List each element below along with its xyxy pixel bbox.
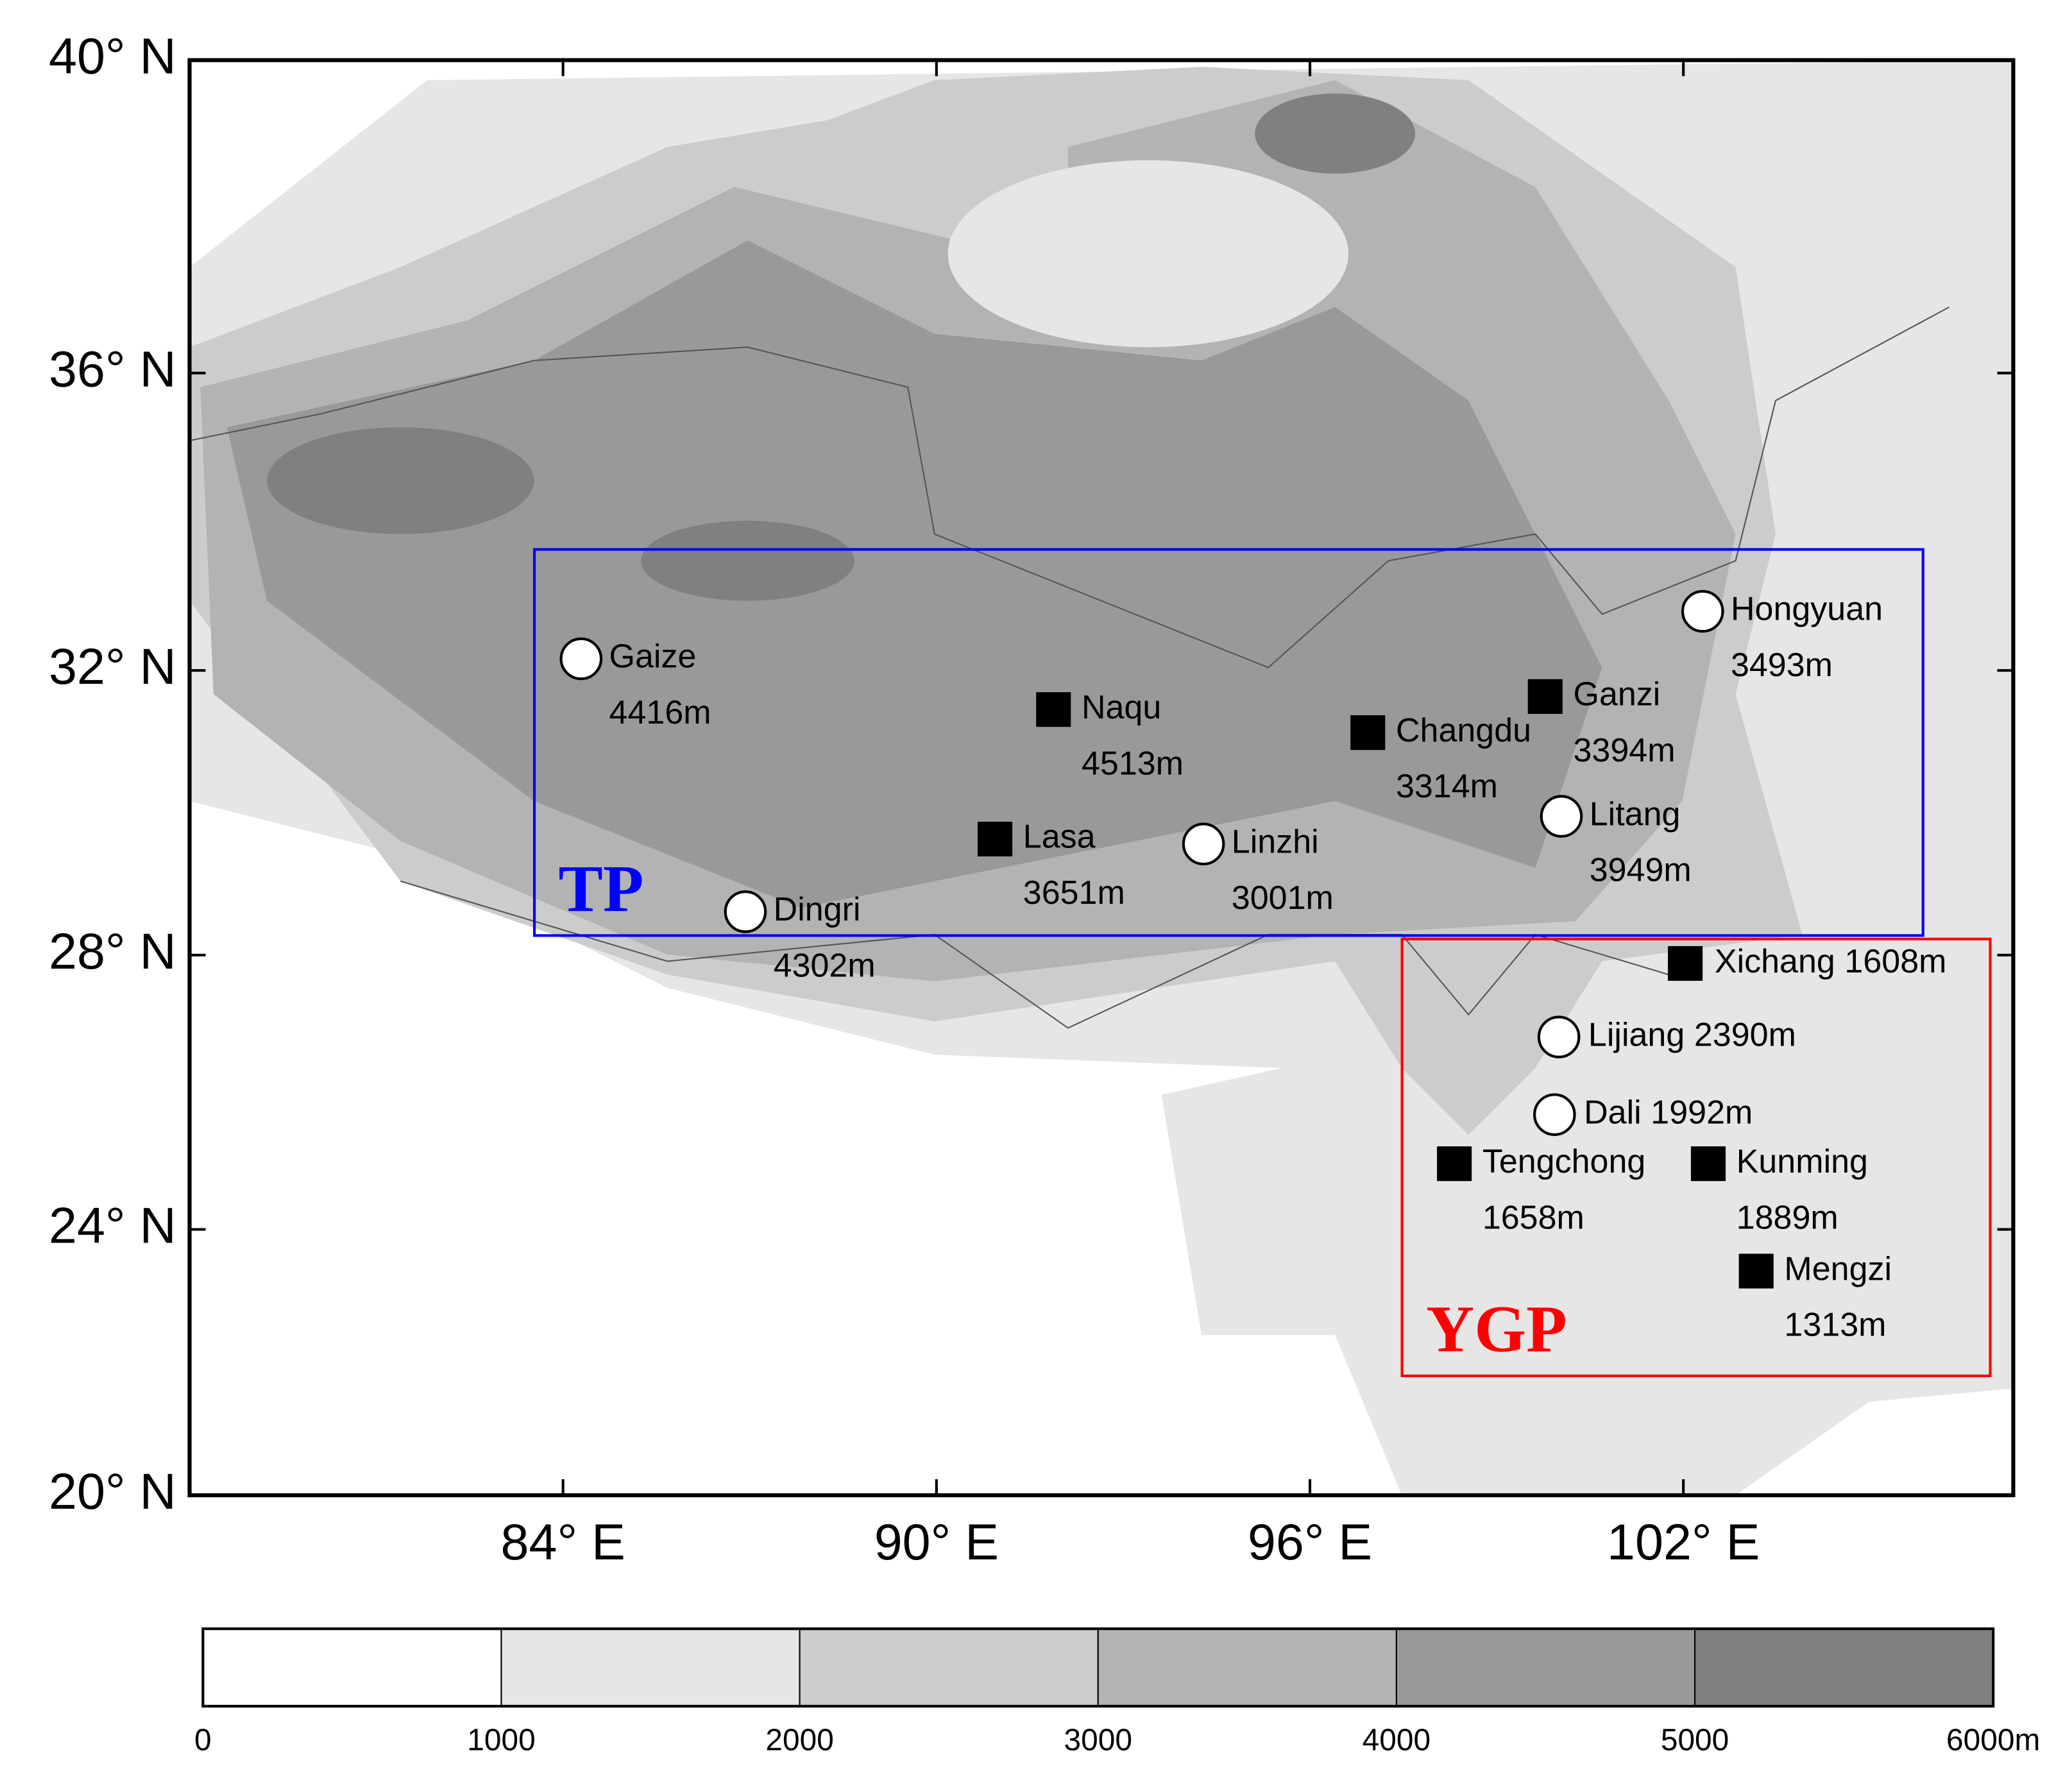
station-elevation: 3394m xyxy=(1573,732,1675,769)
colorbar-segment xyxy=(799,1628,1099,1707)
station-elevation: 1608m xyxy=(1844,943,1946,980)
y-tick-label: 28° N xyxy=(49,922,176,980)
station-elevation: 3493m xyxy=(1731,647,1833,684)
station-marker xyxy=(1350,715,1386,751)
station-name: Hongyuan xyxy=(1731,591,1883,628)
colorbar-segment xyxy=(1694,1628,1994,1707)
station-marker xyxy=(1738,1253,1774,1289)
x-tick-label: 84° E xyxy=(501,1513,625,1570)
station-elevation: 1992m xyxy=(1651,1094,1753,1131)
terrain xyxy=(189,60,2014,1496)
station-elevation: 1889m xyxy=(1737,1199,1838,1236)
station-elevation: 1658m xyxy=(1482,1199,1584,1236)
station-elevation: 3314m xyxy=(1396,768,1498,805)
terrain-5000 xyxy=(267,427,534,534)
y-tick-label: 24° N xyxy=(49,1196,176,1253)
colorbar-frame xyxy=(201,1627,1995,1708)
colorbar-label: 3000 xyxy=(1064,1724,1132,1758)
station-marker xyxy=(1690,1146,1726,1182)
colorbar-label: 5000 xyxy=(1661,1724,1729,1758)
colorbar-label: 6000m xyxy=(1946,1724,2040,1758)
station-marker xyxy=(1537,1015,1581,1058)
station-marker xyxy=(1182,822,1225,866)
x-tick-label: 90° E xyxy=(874,1513,999,1570)
basin xyxy=(947,160,1348,348)
colorbar-segment xyxy=(1097,1628,1397,1707)
terrain-4000 xyxy=(226,240,1602,908)
colorbar-segment xyxy=(500,1628,801,1707)
x-tick-label: 96° E xyxy=(1248,1513,1372,1570)
region-box xyxy=(1400,937,1992,1377)
station-name: Tengchong xyxy=(1482,1143,1646,1180)
station-label: Xichang 1608m xyxy=(1715,943,1947,980)
station-name: Kunming xyxy=(1737,1143,1868,1180)
region-box xyxy=(532,548,1924,937)
border xyxy=(189,306,1950,668)
station-name: Ganzi xyxy=(1573,676,1660,713)
x-tick-label: 102° E xyxy=(1607,1513,1760,1570)
station-marker xyxy=(724,890,767,933)
station-name: Gaize xyxy=(609,638,697,675)
station-marker xyxy=(559,637,603,681)
colorbar-label: 4000 xyxy=(1363,1724,1431,1758)
station-label: Lijiang 2390m xyxy=(1588,1016,1796,1053)
station-marker xyxy=(1681,590,1724,633)
station-name: Changdu xyxy=(1396,712,1531,749)
region-label: YGP xyxy=(1426,1291,1567,1366)
plot-frame xyxy=(187,58,2016,1498)
station-marker xyxy=(1527,679,1563,714)
station-marker xyxy=(978,821,1013,857)
terrain-5000 xyxy=(640,520,854,601)
station-marker xyxy=(1437,1146,1472,1182)
station-name: Naqu xyxy=(1082,689,1161,726)
station-elevation: 1313m xyxy=(1784,1307,1886,1344)
station-name: Linzhi xyxy=(1232,823,1319,860)
station-name: Lijiang xyxy=(1588,1016,1685,1053)
colorbar-segment xyxy=(1395,1628,1696,1707)
station-elevation: 3651m xyxy=(1023,874,1125,912)
region-label: TP xyxy=(559,851,644,926)
colorbar-label: 0 xyxy=(194,1724,212,1758)
colorbar-segment xyxy=(202,1628,502,1707)
station-name: Dali xyxy=(1584,1094,1642,1131)
station-elevation: 3949m xyxy=(1590,852,1692,889)
station-marker xyxy=(1540,795,1583,838)
station-marker xyxy=(1036,692,1071,727)
station-elevation: 4416m xyxy=(609,694,711,731)
station-marker xyxy=(1668,946,1703,981)
y-tick-label: 40° N xyxy=(49,28,176,85)
station-elevation: 4302m xyxy=(774,947,876,984)
colorbar-label: 1000 xyxy=(467,1724,535,1758)
station-name: Mengzi xyxy=(1784,1250,1892,1287)
terrain-5000 xyxy=(1255,93,1416,174)
station-elevation: 3001m xyxy=(1232,879,1334,917)
station-elevation: 2390m xyxy=(1694,1016,1796,1053)
station-name: Xichang xyxy=(1715,943,1835,980)
station-name: Litang xyxy=(1590,795,1681,833)
station-marker xyxy=(1533,1093,1576,1136)
station-name: Dingri xyxy=(774,891,861,928)
y-tick-label: 20° N xyxy=(49,1463,176,1520)
colorbar-label: 2000 xyxy=(765,1724,833,1758)
y-tick-label: 36° N xyxy=(49,340,176,397)
station-name: Lasa xyxy=(1023,819,1096,856)
y-tick-label: 32° N xyxy=(49,638,176,695)
station-elevation: 4513m xyxy=(1082,745,1184,782)
station-label: Dali 1992m xyxy=(1584,1094,1753,1131)
